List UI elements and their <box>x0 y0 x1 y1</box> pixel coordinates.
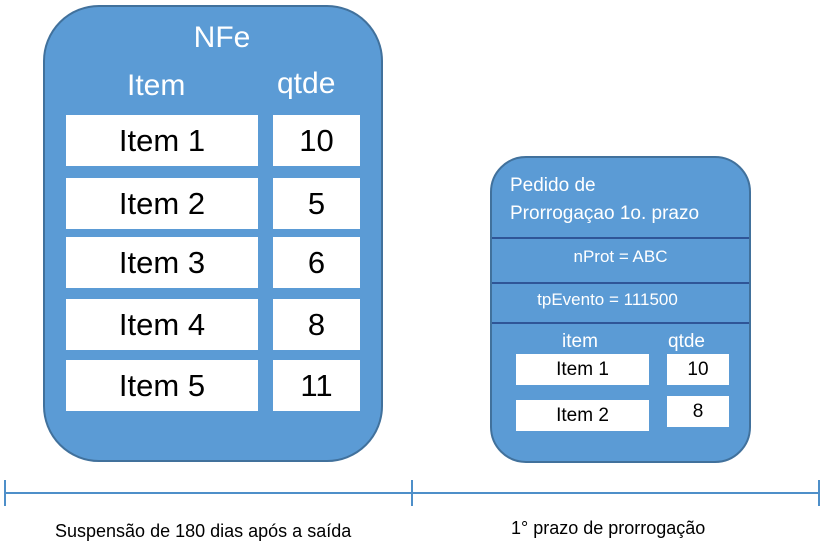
separator-line <box>492 282 749 284</box>
nfe-column-header-qtde: qtde <box>277 67 336 100</box>
nfe-panel: NFe Item qtde Item 1 10 Item 2 5 Item 3 … <box>43 5 383 462</box>
pedido-title-line2: Prorrogaçao 1o. prazo <box>510 203 700 224</box>
nfe-row-1-item: Item 1 <box>66 115 258 166</box>
nfe-row-5-item: Item 5 <box>66 360 258 411</box>
nfe-column-header-item: Item <box>127 69 186 102</box>
nfe-row-1-qtde: 10 <box>273 115 360 166</box>
tpevento-field: tpEvento = 111500 <box>537 290 678 309</box>
nprot-field: nProt = ABC <box>573 247 668 266</box>
timeline-tick-middle <box>411 480 413 506</box>
pedido-title-line1: Pedido de <box>510 175 596 196</box>
separator-line <box>492 237 749 239</box>
nfe-row-3-item: Item 3 <box>66 237 258 288</box>
pedido-row-1-qtde: 10 <box>667 354 729 385</box>
timeline-label-suspensao: Suspensão de 180 dias após a saída <box>55 521 352 541</box>
pedido-row-2-item: Item 2 <box>516 400 649 431</box>
timeline-tick-end <box>818 480 820 506</box>
separator-line <box>492 322 749 324</box>
pedido-column-header-item: item <box>562 331 598 352</box>
timeline-tick-start <box>4 480 6 506</box>
nfe-row-5-qtde: 11 <box>273 360 360 411</box>
timeline-label-prorrogacao: 1° prazo de prorrogação <box>511 518 706 538</box>
pedido-row-1-item: Item 1 <box>516 354 649 385</box>
nfe-title: NFe <box>193 21 251 54</box>
nfe-row-2-qtde: 5 <box>273 178 360 229</box>
pedido-prorrogacao-panel: Pedido de Prorrogaçao 1o. prazo nProt = … <box>490 156 751 463</box>
pedido-row-2-qtde: 8 <box>667 396 729 427</box>
nfe-row-4-item: Item 4 <box>66 299 258 350</box>
nfe-row-3-qtde: 6 <box>273 237 360 288</box>
nfe-row-4-qtde: 8 <box>273 299 360 350</box>
pedido-column-header-qtde: qtde <box>668 331 705 352</box>
nfe-row-2-item: Item 2 <box>66 178 258 229</box>
